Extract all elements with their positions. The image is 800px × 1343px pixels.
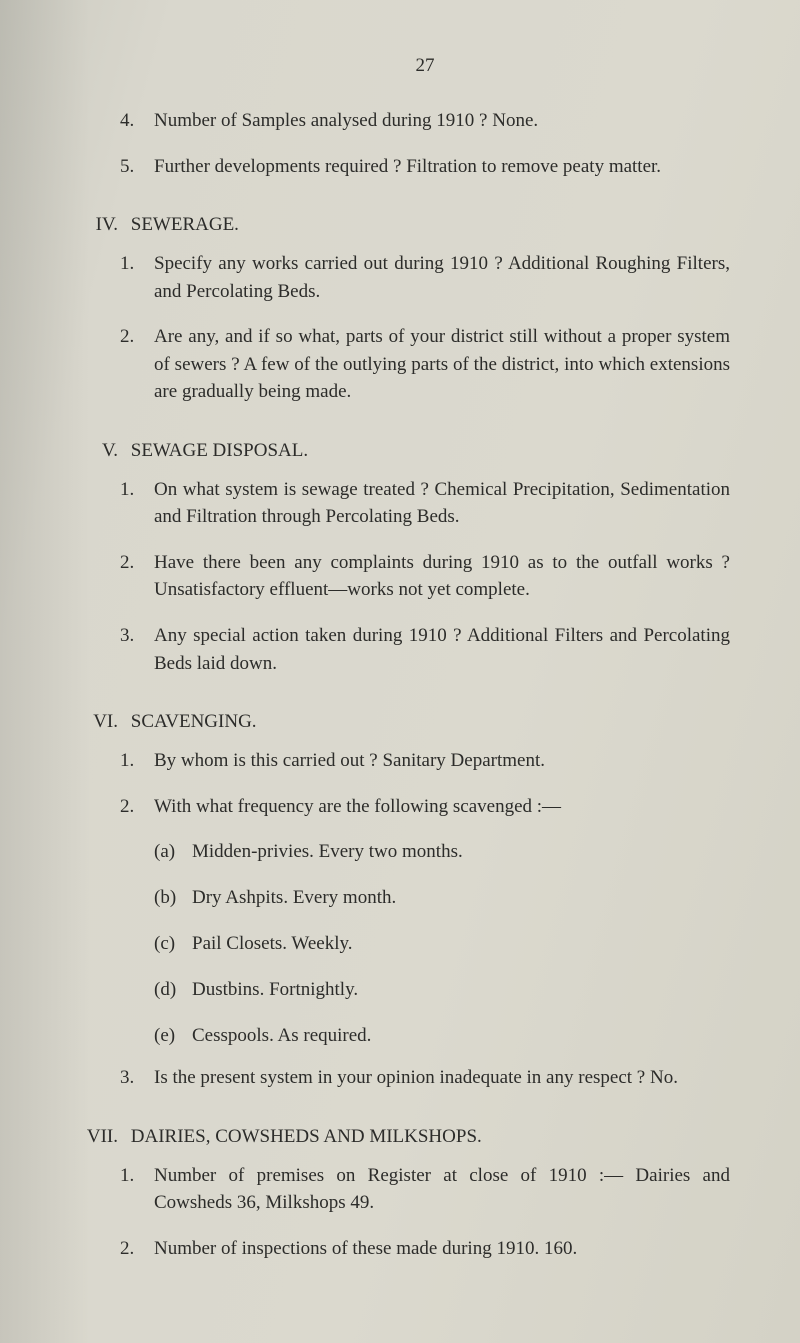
list-item: 1. On what system is sewage treated ? Ch… xyxy=(120,476,730,531)
list-item: 1. Number of premises on Register at clo… xyxy=(120,1162,730,1217)
section-heading: IV. SEWERAGE. xyxy=(120,214,730,236)
item-text: With what frequency are the following sc… xyxy=(154,796,561,817)
item-text: Number of premises on Register at close … xyxy=(154,1165,730,1214)
item-number: 2. xyxy=(120,1235,146,1263)
item-number: 2. xyxy=(120,793,146,821)
section-heading: VII. DAIRIES, COWSHEDS AND MILKSHOPS. xyxy=(120,1126,730,1148)
sub-letter: (d) xyxy=(154,977,176,1004)
item-number: 1. xyxy=(120,250,146,278)
roman-numeral: VII. xyxy=(68,1126,126,1148)
list-item: 3. Is the present system in your opinion… xyxy=(120,1064,730,1092)
list-item: 1. Specify any works carried out during … xyxy=(120,250,730,305)
list-item: 1. By whom is this carried out ? Sanitar… xyxy=(120,747,730,775)
item-text: Any special action taken during 1910 ? A… xyxy=(154,625,730,674)
section-v: V. SEWAGE DISPOSAL. 1. On what system is… xyxy=(120,440,730,677)
item-number: 2. xyxy=(120,323,146,351)
sub-item: (c) Pail Closets. Weekly. xyxy=(120,931,730,958)
sub-item: (a) Midden-privies. Every two months. xyxy=(120,839,730,866)
sub-letter: (b) xyxy=(154,885,176,912)
sub-letter: (e) xyxy=(154,1023,175,1050)
section-vii: VII. DAIRIES, COWSHEDS AND MILKSHOPS. 1.… xyxy=(120,1126,730,1263)
document-page: 27 4. Number of Samples analysed during … xyxy=(0,0,800,1343)
section-iv: IV. SEWERAGE. 1. Specify any works carri… xyxy=(120,214,730,406)
section-vi: VI. SCAVENGING. 1. By whom is this carri… xyxy=(120,711,730,1091)
page-number: 27 xyxy=(120,55,730,77)
item-number: 5. xyxy=(120,153,146,181)
item-number: 1. xyxy=(120,1162,146,1190)
section-heading: VI. SCAVENGING. xyxy=(120,711,730,733)
item-number: 2. xyxy=(120,549,146,577)
heading-text: SCAVENGING. xyxy=(131,711,257,732)
sub-item: (e) Cesspools. As required. xyxy=(120,1023,730,1050)
sub-text: Pail Closets. Weekly. xyxy=(192,933,353,954)
list-item: 3. Any special action taken during 1910 … xyxy=(120,622,730,677)
sub-item: (b) Dry Ashpits. Every month. xyxy=(120,885,730,912)
item-text: Have there been any complaints during 19… xyxy=(154,552,730,601)
roman-numeral: VI. xyxy=(68,711,126,733)
item-text: Number of Samples analysed during 1910 ?… xyxy=(154,110,538,131)
heading-text: DAIRIES, COWSHEDS AND MILKSHOPS. xyxy=(131,1126,482,1147)
sub-text: Dry Ashpits. Every month. xyxy=(192,887,396,908)
list-item: 2. Number of inspections of these made d… xyxy=(120,1235,730,1263)
item-number: 3. xyxy=(120,1064,146,1092)
sub-letter: (a) xyxy=(154,839,175,866)
item-number: 4. xyxy=(120,107,146,135)
sub-item: (d) Dustbins. Fortnightly. xyxy=(120,977,730,1004)
item-number: 1. xyxy=(120,747,146,775)
item-text: Further developments required ? Filtrati… xyxy=(154,156,661,177)
list-item: 5. Further developments required ? Filtr… xyxy=(120,153,730,181)
list-item: 4. Number of Samples analysed during 191… xyxy=(120,107,730,135)
sub-letter: (c) xyxy=(154,931,175,958)
sub-text: Midden-privies. Every two months. xyxy=(192,841,463,862)
item-number: 1. xyxy=(120,476,146,504)
list-item: 2. Have there been any complaints during… xyxy=(120,549,730,604)
sub-text: Dustbins. Fortnightly. xyxy=(192,979,358,1000)
heading-text: SEWAGE DISPOSAL. xyxy=(131,440,308,461)
item-text: Is the present system in your opinion in… xyxy=(154,1067,678,1088)
list-item: 2. Are any, and if so what, parts of you… xyxy=(120,323,730,406)
item-text: Number of inspections of these made duri… xyxy=(154,1238,577,1259)
list-item: 2. With what frequency are the following… xyxy=(120,793,730,821)
section-continuation: 4. Number of Samples analysed during 191… xyxy=(120,107,730,180)
roman-numeral: V. xyxy=(68,440,126,462)
item-text: By whom is this carried out ? Sanitary D… xyxy=(154,750,545,771)
section-heading: V. SEWAGE DISPOSAL. xyxy=(120,440,730,462)
roman-numeral: IV. xyxy=(68,214,126,236)
item-text: Are any, and if so what, parts of your d… xyxy=(154,326,730,402)
heading-text: SEWERAGE. xyxy=(131,214,239,235)
item-text: Specify any works carried out during 191… xyxy=(154,253,730,302)
sub-text: Cesspools. As required. xyxy=(192,1025,371,1046)
item-text: On what system is sewage treated ? Chemi… xyxy=(154,479,730,528)
item-number: 3. xyxy=(120,622,146,650)
